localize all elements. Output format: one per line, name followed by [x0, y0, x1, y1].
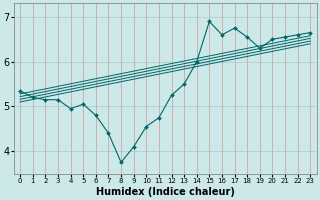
X-axis label: Humidex (Indice chaleur): Humidex (Indice chaleur) [96, 187, 235, 197]
